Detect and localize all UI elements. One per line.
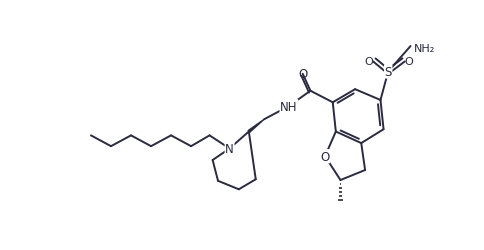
Text: O: O xyxy=(405,56,413,66)
Polygon shape xyxy=(248,120,264,133)
Text: N: N xyxy=(225,142,234,155)
Text: S: S xyxy=(384,66,392,79)
Text: O: O xyxy=(320,150,330,163)
Text: O: O xyxy=(298,68,307,81)
Text: NH: NH xyxy=(280,100,298,113)
Text: NH₂: NH₂ xyxy=(414,44,436,54)
Text: O: O xyxy=(364,56,373,66)
